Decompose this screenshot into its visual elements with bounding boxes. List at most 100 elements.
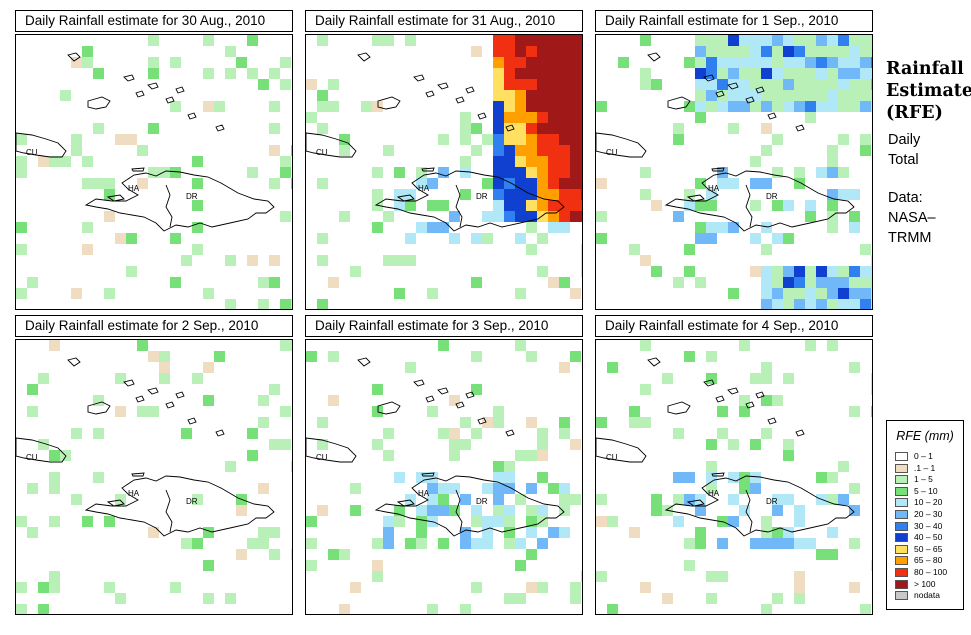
map-svg: CU HA DR <box>16 35 292 309</box>
rainfall-cell <box>728 222 739 233</box>
rainfall-cell <box>383 145 394 156</box>
rainfall-cell <box>38 439 49 450</box>
rainfall-cell <box>548 90 559 101</box>
rainfall-cell <box>537 266 548 277</box>
rainfall-cell <box>717 167 728 178</box>
coastline-gonave <box>396 499 415 507</box>
rainfall-cell <box>438 167 449 178</box>
rainfall-cell <box>559 178 570 189</box>
rainfall-cell <box>570 35 581 46</box>
rainfall-cell <box>49 516 60 527</box>
rainfall-cell <box>504 35 515 46</box>
coastline-isl2 <box>647 52 661 62</box>
rainfall-cell <box>515 200 526 211</box>
rainfall-cell <box>247 167 258 178</box>
rainfall-cell <box>570 211 581 222</box>
coastline-isl3 <box>703 74 715 82</box>
rainfall-cell <box>750 373 761 384</box>
rainfall-cell <box>816 90 827 101</box>
rainfall-cell <box>794 68 805 79</box>
rainfall-cell <box>280 79 291 90</box>
rainfall-cell <box>761 57 772 68</box>
rainfall-cell <box>860 46 871 57</box>
rainfall-cell <box>581 156 582 167</box>
rainfall-cell <box>618 57 629 68</box>
rainfall-cell <box>559 189 570 200</box>
rainfall-cell <box>684 101 695 112</box>
rainfall-cell <box>258 538 269 549</box>
rainfall-cell <box>581 244 582 255</box>
coastline-isl6 <box>745 96 755 104</box>
rainfall-cell <box>816 288 827 299</box>
rainfall-cell <box>537 450 548 461</box>
rainfall-cell <box>526 178 537 189</box>
rainfall-cell <box>827 90 838 101</box>
rainfall-cell <box>148 57 159 68</box>
rainfall-cell <box>596 571 607 582</box>
rainfall-cell <box>203 288 214 299</box>
rainfall-cell <box>526 527 537 538</box>
rainfall-cell <box>838 494 849 505</box>
rainfall-cell <box>750 68 761 79</box>
rainfall-cell <box>405 494 416 505</box>
legend-label: 30 – 40 <box>914 520 943 531</box>
rainfall-cell <box>16 156 27 167</box>
rainfall-cell <box>460 439 471 450</box>
rainfall-cell <box>493 123 504 134</box>
border-haiti-dr <box>455 489 463 533</box>
rainfall-cell <box>794 90 805 101</box>
legend-label: 5 – 10 <box>914 485 938 496</box>
rainfall-cell <box>181 255 192 266</box>
rainfall-cell <box>504 112 515 123</box>
rainfall-cell <box>526 549 537 560</box>
rainfall-cell <box>728 68 739 79</box>
rainfall-cell <box>559 112 570 123</box>
rainfall-cell <box>596 494 607 505</box>
rainfall-cell <box>269 68 280 79</box>
rainfall-cell <box>236 57 247 68</box>
rainfall-cell <box>750 57 761 68</box>
rainfall-cell <box>71 57 82 68</box>
rainfall-cell <box>526 582 537 593</box>
coastline-isl8 <box>767 112 777 120</box>
legend-swatch <box>895 510 908 519</box>
rainfall-cell <box>570 200 581 211</box>
map-label-ha: HA <box>418 184 430 193</box>
rainfall-cell <box>192 222 203 233</box>
rainfall-cell <box>225 255 236 266</box>
rainfall-cell <box>258 417 269 428</box>
rainfall-cell <box>269 123 280 134</box>
rainfall-cell <box>460 112 471 123</box>
rainfall-grid <box>596 340 872 614</box>
rainfall-cell <box>559 428 570 439</box>
rainfall-cell <box>673 494 684 505</box>
rainfall-cell <box>526 505 537 516</box>
rainfall-cell <box>170 233 181 244</box>
map-label-dr: DR <box>186 192 198 201</box>
rainfall-cell <box>772 35 783 46</box>
rainfall-cell <box>805 90 816 101</box>
rainfall-cell <box>170 57 181 68</box>
rainfall-cell <box>328 395 339 406</box>
rainfall-cell <box>871 101 872 112</box>
rainfall-cell <box>728 101 739 112</box>
rainfall-cell <box>871 68 872 79</box>
rainfall-cell <box>860 90 871 101</box>
rainfall-cell <box>827 68 838 79</box>
rainfall-cell <box>372 167 383 178</box>
rainfall-cell <box>827 211 838 222</box>
rainfall-cell <box>82 244 93 255</box>
legend-label: 80 – 100 <box>914 567 948 577</box>
rainfall-cell <box>706 79 717 90</box>
rainfall-map: CU HA DR <box>305 339 583 615</box>
rainfall-cell <box>372 538 383 549</box>
rainfall-cell <box>317 439 328 450</box>
rainfall-cell <box>559 362 570 373</box>
rainfall-cell <box>640 189 651 200</box>
rainfall-cell <box>493 494 504 505</box>
rainfall-cell <box>339 145 350 156</box>
rainfall-cell <box>750 35 761 46</box>
rainfall-cell <box>60 156 71 167</box>
rainfall-cell <box>559 90 570 101</box>
rainfall-cell <box>515 101 526 112</box>
